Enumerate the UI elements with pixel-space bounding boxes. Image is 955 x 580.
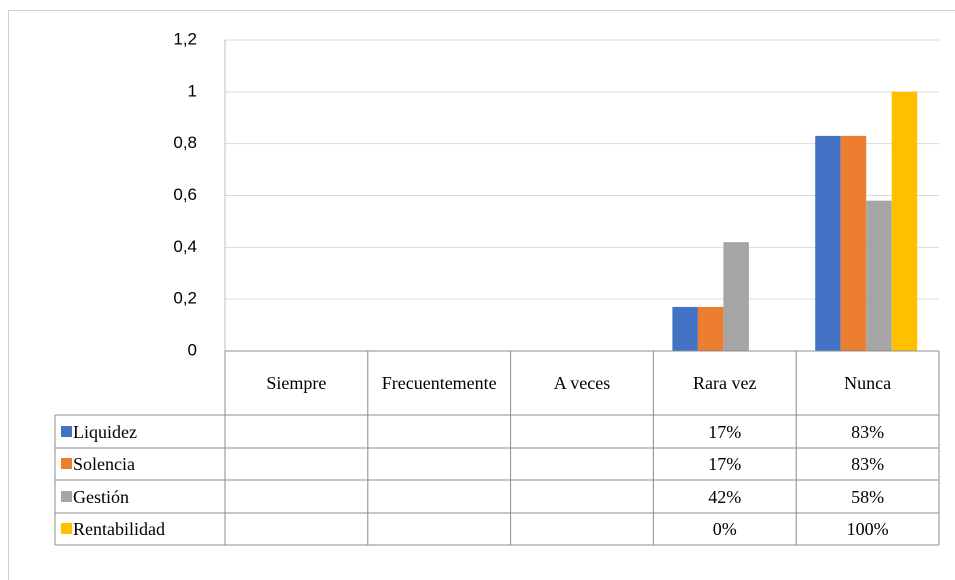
data-label: 17% [708, 454, 742, 474]
bar [723, 242, 749, 351]
bar [672, 306, 698, 351]
data-label: 83% [851, 454, 885, 474]
data-label: 100% [846, 519, 889, 539]
legend-key [61, 523, 72, 534]
data-label: 42% [708, 486, 742, 507]
y-tick-label: 0 [188, 340, 197, 359]
bar [866, 200, 892, 351]
y-tick-label: 0,4 [173, 237, 197, 256]
y-tick-label: 0,8 [173, 133, 197, 152]
legend-entry: Rentabilidad [55, 513, 225, 545]
y-tick-label: 1 [188, 81, 197, 100]
category-label: Rara vez [693, 373, 757, 393]
legend-entry: Solencia [55, 448, 225, 480]
y-tick-label: 0,2 [173, 289, 197, 308]
legend-key [61, 490, 72, 502]
bar [697, 306, 724, 351]
chart-border [8, 10, 955, 580]
y-tick-label: 0,6 [173, 185, 197, 204]
category-label: Frecuentemente [381, 373, 497, 393]
data-label: 17% [708, 421, 742, 442]
legend-entry: Gestión [55, 480, 225, 513]
data-label: 58% [851, 486, 885, 507]
y-tick-label: 1,2 [173, 29, 197, 48]
category-label: Nunca [844, 373, 892, 393]
legend-entry: Liquidez [55, 415, 225, 448]
data-label: 83% [851, 421, 885, 442]
data-label: 0% [712, 519, 737, 539]
bar [815, 135, 841, 351]
category-label: Siempre [266, 373, 327, 393]
bar [891, 91, 918, 351]
legend-key [61, 458, 72, 469]
bar [840, 135, 867, 351]
legend-key [61, 425, 72, 437]
category-label: A veces [553, 373, 611, 393]
